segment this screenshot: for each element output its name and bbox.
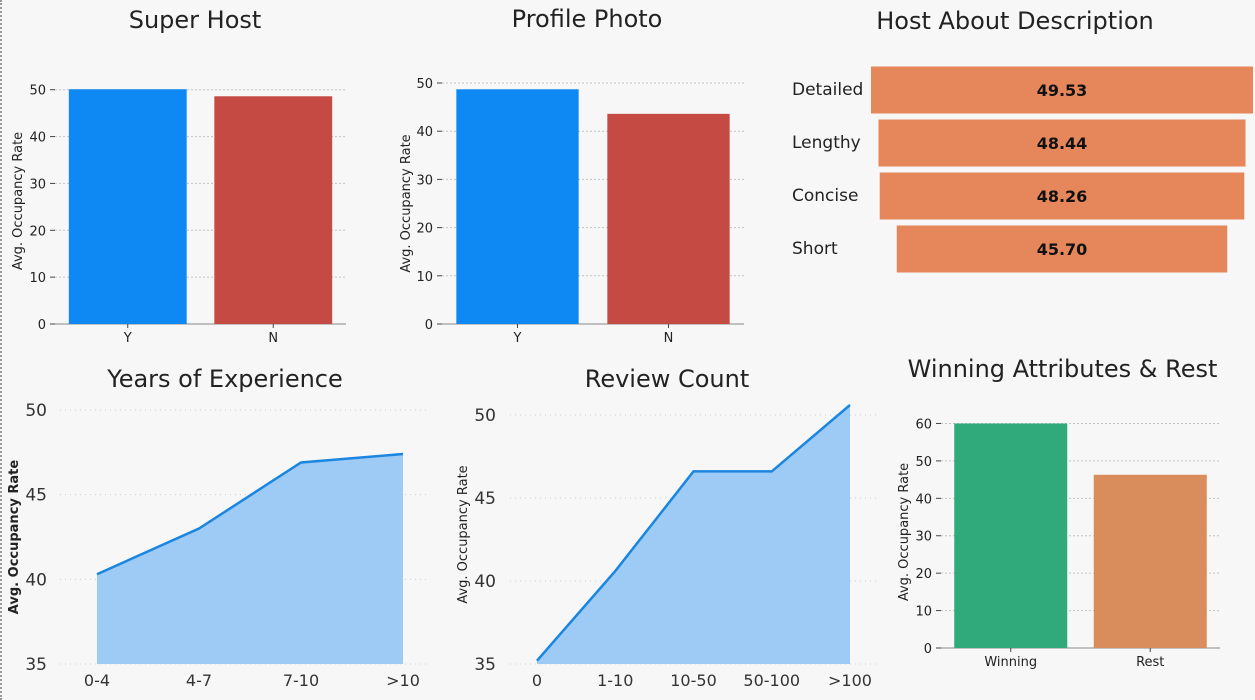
y-axis-label: Avg. Occupancy Rate: [11, 132, 26, 270]
y-axis-label: Avg. Occupancy Rate: [7, 460, 22, 615]
y-tick-label: 10: [915, 605, 932, 620]
host-about-chart: 49.53 Detailed 48.44 Lengthy 48.26 Concise 45.…: [792, 66, 1253, 273]
y-axis-label: Avg. Occupancy Rate: [897, 463, 912, 601]
bar: [456, 89, 579, 325]
category-label: Concise: [792, 186, 858, 206]
x-tick-label: 4-7: [186, 671, 212, 690]
y-tick-label: 10: [29, 271, 46, 286]
years-experience-title: Years of Experience: [107, 365, 343, 393]
y-tick-label: 20: [29, 224, 46, 239]
y-tick-label: 45: [474, 489, 496, 509]
y-tick-label: 40: [29, 131, 46, 146]
data-label: 49.53: [1037, 81, 1088, 100]
series-line: [536, 404, 851, 662]
x-tick-label: 50-100: [743, 671, 800, 690]
category-label: Detailed: [792, 80, 863, 100]
funnel-bar: [879, 172, 1245, 220]
y-tick-label: 35: [25, 655, 47, 675]
x-tick-label: >100: [828, 671, 872, 690]
y-tick-label: 0: [924, 642, 932, 657]
y-tick-label: 30: [29, 177, 46, 192]
host-about-panel: Host About Description 49.53 Detailed 48.4…: [780, 0, 1255, 300]
y-tick-label: 35: [474, 655, 496, 675]
y-tick-label: 50: [915, 455, 932, 470]
area-fill: [97, 454, 403, 664]
y-tick-label: 20: [915, 567, 932, 582]
y-tick-label: 10: [416, 270, 433, 285]
review-count-panel: Review Count 35 40 45 50 0 1-10 10-50 50-100 >10…: [450, 350, 890, 700]
y-tick-label: 30: [416, 173, 433, 188]
page-left-border: [0, 0, 2, 700]
y-tick-label: 50: [29, 84, 46, 99]
years-experience-chart: 35 40 45 50 0-4 4-7 7-10 >10 Avg. Occupancy Rate: [7, 401, 430, 690]
bar: [954, 423, 1068, 648]
category-label: Lengthy: [792, 133, 861, 153]
x-tick-label: Rest: [1136, 655, 1164, 670]
profile-photo-title: Profile Photo: [511, 5, 663, 33]
y-tick-label: 50: [416, 77, 433, 92]
x-tick-label: >10: [386, 671, 420, 690]
super-host-title: Super Host: [128, 6, 262, 34]
funnel-bar: [871, 66, 1253, 114]
y-tick-label: 30: [915, 530, 932, 545]
profile-photo-chart: 0 10 20 30 40 50 Y N Avg. Occupancy Rate: [399, 77, 744, 346]
y-tick-label: 0: [38, 318, 46, 333]
winning-rest-panel: Winning Attributes & Rest 0 10 20 30 40 50 60 W…: [890, 350, 1255, 700]
y-tick-label: 0: [425, 318, 433, 333]
x-tick-label: Winning: [984, 655, 1037, 670]
funnel-bar: [896, 225, 1228, 273]
data-label: 48.44: [1037, 134, 1088, 153]
y-tick-label: 45: [25, 486, 47, 506]
x-tick-label: 10-50: [670, 671, 717, 690]
x-tick-label: N: [664, 331, 674, 346]
winning-rest-chart: 0 10 20 30 40 50 60 Winning Rest Avg. Occupancy R…: [897, 417, 1220, 670]
review-count-chart: 35 40 45 50 0 1-10 10-50 50-100 >100 Avg. Occupan…: [456, 404, 880, 690]
y-tick-label: 40: [416, 125, 433, 140]
data-label: 48.26: [1037, 187, 1088, 206]
bar: [68, 89, 187, 324]
category-label: Short: [792, 239, 838, 259]
x-tick-label: 0-4: [84, 671, 110, 690]
review-count-title: Review Count: [584, 365, 750, 393]
host-about-title: Host About Description: [876, 7, 1154, 35]
x-tick-label: 1-10: [597, 671, 633, 690]
y-tick-label: 20: [416, 222, 433, 237]
bar: [1093, 474, 1207, 648]
y-tick-label: 40: [474, 572, 496, 592]
winning-rest-title: Winning Attributes & Rest: [907, 355, 1218, 383]
y-tick-label: 50: [25, 401, 47, 421]
y-tick-label: 50: [474, 406, 496, 426]
y-axis-label: Avg. Occupancy Rate: [456, 465, 471, 603]
y-tick-label: 40: [915, 492, 932, 507]
x-tick-label: 0: [532, 671, 542, 690]
x-tick-label: 7-10: [283, 671, 319, 690]
funnel-bar: [878, 119, 1246, 167]
bar: [607, 113, 730, 325]
years-experience-panel: Years of Experience 35 40 45 50 0-4 4-7 7-10 >1…: [0, 350, 450, 700]
x-tick-label: Y: [513, 331, 522, 346]
y-tick-label: 60: [915, 417, 932, 432]
y-tick-label: 40: [25, 570, 47, 590]
profile-photo-panel: Profile Photo 0 10 20 30 40 50 Y N Avg. Occupanc…: [380, 0, 780, 350]
super-host-chart: 0 10 20 30 40 50 Y N Avg. Occupancy Rate: [11, 84, 346, 346]
x-tick-label: N: [268, 331, 278, 346]
super-host-panel: Super Host 0 10 20 30 40 50 Y N Avg. Occupancy R…: [0, 0, 380, 350]
series-line: [96, 452, 404, 576]
bar: [214, 96, 333, 324]
area-fill: [537, 405, 850, 664]
y-axis-label: Avg. Occupancy Rate: [399, 134, 414, 272]
data-label: 45.70: [1037, 240, 1088, 259]
x-tick-label: Y: [123, 331, 132, 346]
